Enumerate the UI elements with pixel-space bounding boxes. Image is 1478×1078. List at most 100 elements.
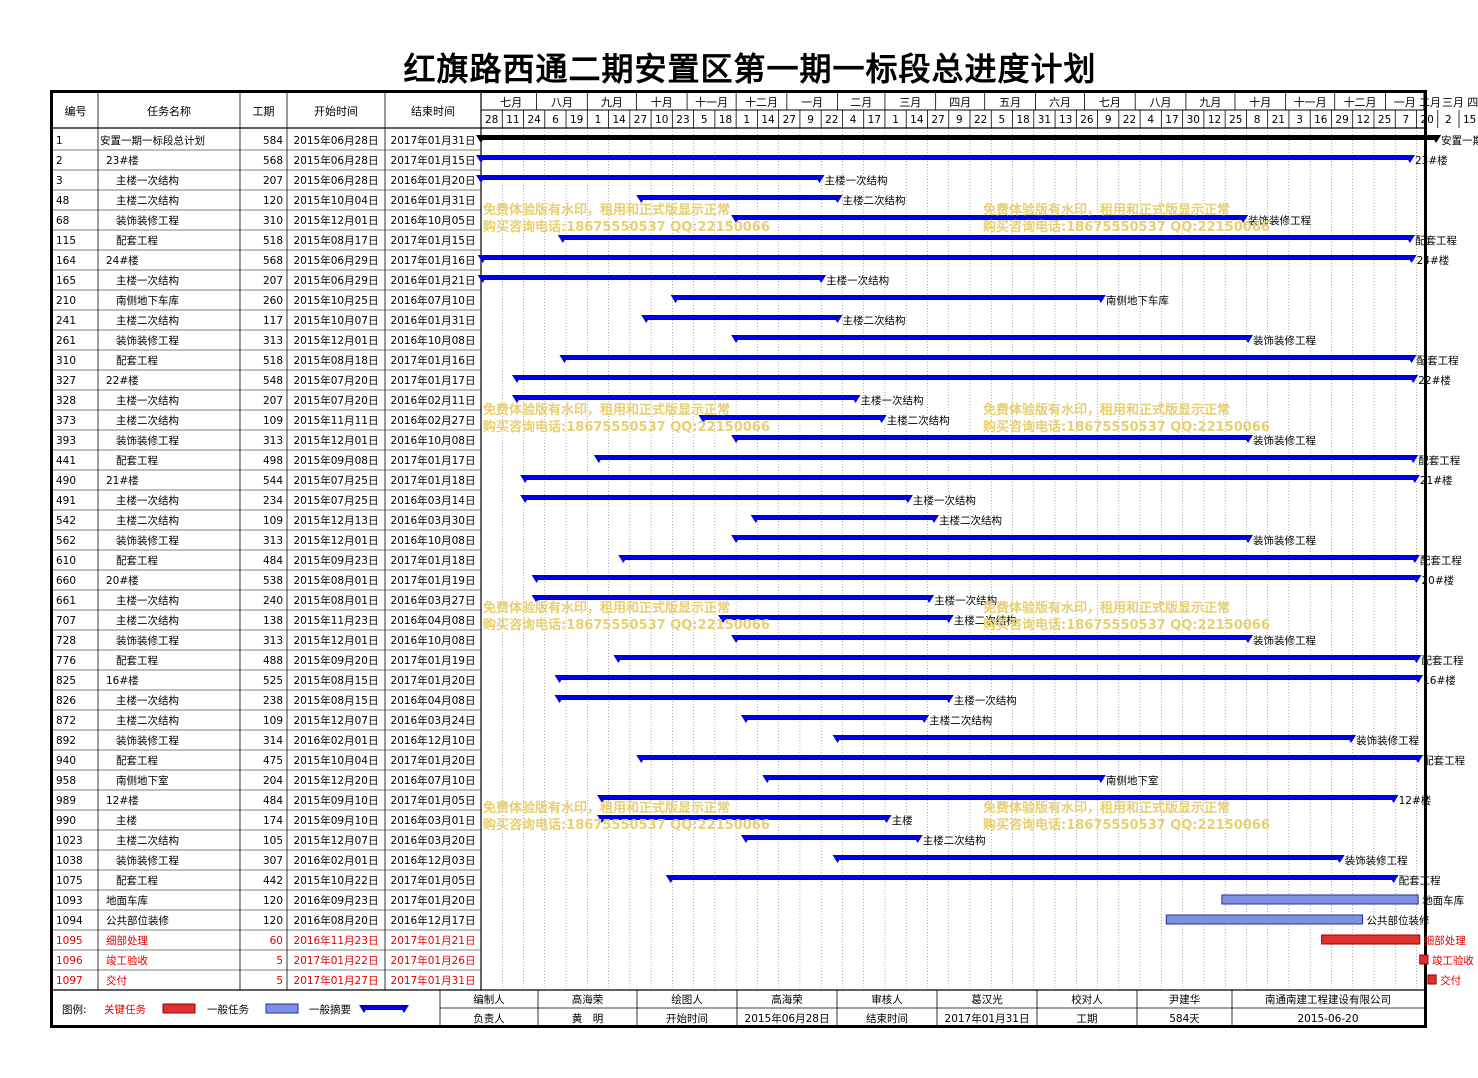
- summary-start-marker: [554, 675, 565, 683]
- summary-bar: [602, 815, 887, 820]
- task-name: 配套工程: [116, 354, 158, 367]
- watermark-line1: 免费体验版有水印，租用和正式版显示正常: [483, 402, 730, 418]
- summary-start-marker: [636, 195, 647, 203]
- summary-start-marker: [762, 775, 773, 783]
- summary-bar: [736, 535, 1249, 540]
- task-id: 393: [56, 435, 76, 447]
- task-name: 16#楼: [106, 674, 139, 687]
- summary-bar: [536, 575, 1417, 580]
- bar-label: 主楼一次结构: [826, 274, 889, 287]
- task-duration: 544: [263, 475, 283, 487]
- timeline-week-label: 3: [1296, 114, 1303, 126]
- summary-start-marker: [636, 755, 647, 763]
- bar-label: 装饰装修工程: [1253, 434, 1316, 447]
- task-duration: 307: [263, 855, 283, 867]
- task-id: 490: [56, 475, 76, 487]
- timeline-month-label: 九月: [1199, 96, 1221, 109]
- timeline-week-label: 28: [485, 114, 498, 126]
- task-id: 990: [56, 815, 76, 827]
- task-name: 主楼二次结构: [116, 614, 179, 627]
- bar-label: 23#楼: [1415, 154, 1448, 167]
- timeline-month-label: 三月: [899, 96, 921, 109]
- summary-start-marker: [750, 515, 761, 523]
- bar-label: 12#楼: [1399, 794, 1432, 807]
- gantt-bar-summary: [731, 335, 1254, 343]
- task-start: 2015年07月20日: [294, 394, 379, 407]
- gantt-bar-summary: [613, 655, 1422, 663]
- task-duration: 240: [263, 595, 283, 607]
- timeline-week-label: 14: [761, 114, 775, 126]
- summary-start-marker: [593, 455, 604, 463]
- task-id: 2: [56, 155, 63, 167]
- task-id: 68: [56, 215, 69, 227]
- gantt-bar-summary: [511, 375, 1419, 383]
- task-id: 210: [56, 295, 76, 307]
- task-id: 327: [56, 375, 76, 387]
- task-duration: 105: [263, 835, 283, 847]
- summary-end-marker: [943, 695, 954, 703]
- task-end: 2016年12月17日: [391, 914, 476, 927]
- timeline-week-label: 25: [1229, 114, 1242, 126]
- summary-end-marker: [1243, 335, 1254, 343]
- task-end: 2016年12月03日: [391, 854, 476, 867]
- legend-critical-swatch: [162, 1003, 196, 1014]
- summary-end-marker: [881, 815, 892, 823]
- gantt-bar-summary: [636, 755, 1424, 763]
- summary-bar: [564, 355, 1412, 360]
- timeline-week-label: 4: [1147, 114, 1154, 126]
- summary-end-marker: [814, 175, 825, 183]
- task-duration: 548: [263, 375, 283, 387]
- task-start: 2015年10月07日: [294, 314, 379, 327]
- task-duration: 314: [263, 735, 283, 747]
- watermark-line1: 免费体验版有水印，租用和正式版显示正常: [983, 402, 1230, 418]
- task-id: 989: [56, 795, 76, 807]
- task-bar: [1165, 914, 1364, 925]
- bar-label: 配套工程: [1415, 234, 1457, 247]
- bar-label: 配套工程: [1420, 554, 1462, 567]
- summary-bar: [562, 235, 1410, 240]
- watermark-line2: 购买咨询电话:18675550537 QQ:22150066: [983, 617, 1270, 633]
- task-start: 2015年09月08日: [294, 454, 379, 467]
- summary-end-marker: [1411, 575, 1422, 583]
- summary-bar: [837, 855, 1340, 860]
- task-name: 竣工验收: [106, 954, 148, 967]
- task-end: 2016年02月11日: [391, 394, 476, 407]
- task-duration: 207: [263, 275, 283, 287]
- timeline-month-label: 十月: [1249, 95, 1271, 109]
- watermark-line1: 免费体验版有水印，租用和正式版显示正常: [983, 600, 1230, 616]
- bar-label: 装饰装修工程: [1253, 334, 1316, 347]
- task-id: 1: [56, 135, 63, 147]
- task-end: 2016年10月08日: [391, 434, 476, 447]
- task-end: 2017年01月05日: [391, 794, 476, 807]
- task-id: 661: [56, 595, 76, 607]
- summary-end-marker: [943, 615, 954, 623]
- gantt-bar-critical: [1427, 974, 1437, 985]
- critical-bar: [1427, 974, 1437, 985]
- timeline-week-label: 1: [595, 114, 602, 126]
- task-name: 20#楼: [106, 574, 139, 587]
- task-end: 2016年04月08日: [391, 614, 476, 627]
- timeline-month-label: 一月: [801, 96, 823, 109]
- task-name: 装饰装修工程: [116, 334, 179, 347]
- task-start: 2015年11月11日: [294, 414, 379, 427]
- timeline-week-label: 11: [506, 114, 519, 126]
- summary-end-marker: [1243, 435, 1254, 443]
- summary-end-marker: [1404, 155, 1415, 163]
- task-start: 2015年08月15日: [294, 694, 379, 707]
- task-id: 1097: [56, 975, 83, 987]
- bar-label: 竣工验收: [1432, 954, 1474, 967]
- task-end: 2016年10月08日: [391, 634, 476, 647]
- summary-bar: [736, 335, 1249, 340]
- critical-bar: [1419, 954, 1429, 965]
- task-id: 164: [56, 255, 76, 267]
- summary-bar: [623, 555, 1415, 560]
- summary-bar: [481, 155, 1410, 160]
- task-duration: 518: [263, 235, 283, 247]
- summary-start-marker: [531, 595, 542, 603]
- summary-bar: [525, 495, 908, 500]
- summary-bar: [516, 375, 1414, 380]
- watermark-line2: 购买咨询电话:18675550537 QQ:22150066: [983, 419, 1270, 435]
- bar-label: 主楼二次结构: [929, 714, 992, 727]
- task-end: 2017年01月20日: [391, 674, 476, 687]
- task-end: 2016年03月24日: [391, 714, 476, 727]
